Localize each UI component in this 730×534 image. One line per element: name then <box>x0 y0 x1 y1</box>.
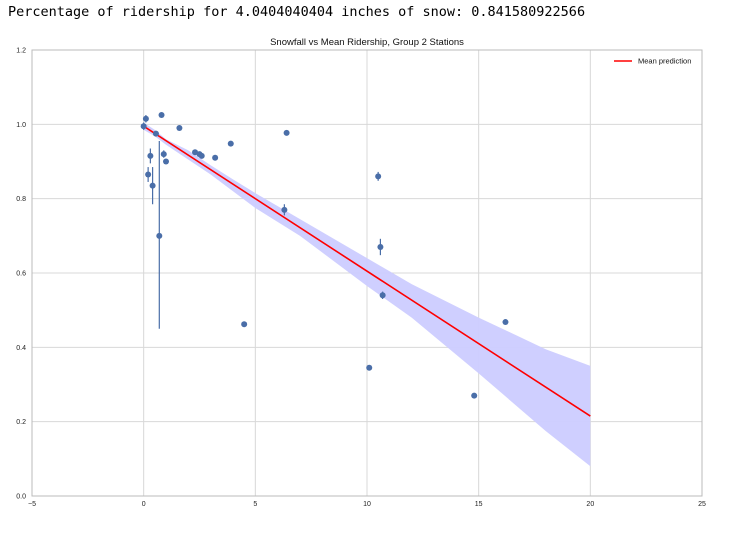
x-tick-label: 25 <box>698 501 706 508</box>
confidence-band-layer <box>143 122 591 467</box>
y-tick-label: 1.0 <box>16 122 26 129</box>
y-tick-label: 0.0 <box>16 494 26 501</box>
data-point <box>227 140 234 147</box>
data-point <box>140 123 147 130</box>
x-tick-label: 5 <box>253 501 257 508</box>
data-point <box>147 152 154 159</box>
confidence-band <box>143 122 591 467</box>
y-tick-label: 1.2 <box>16 48 26 55</box>
data-point <box>145 171 152 178</box>
data-point <box>471 392 478 399</box>
axes: −5 0 5 10 15 20 25 0.0 0.2 0.4 0.6 0.8 1.0 1.2 <box>16 48 706 509</box>
x-tick-label: 20 <box>586 501 594 508</box>
data-point <box>241 321 248 328</box>
data-point <box>176 125 183 132</box>
data-point <box>283 129 290 136</box>
x-tick-label: −5 <box>28 501 36 508</box>
x-tick-label: 10 <box>363 501 371 508</box>
data-point <box>377 243 384 250</box>
data-point <box>149 182 156 189</box>
mean-prediction-line <box>143 125 591 417</box>
y-tick-label: 0.2 <box>16 419 26 426</box>
data-point <box>158 112 165 119</box>
y-tick-label: 0.4 <box>16 345 26 352</box>
plot-frame <box>31 49 703 497</box>
data-point <box>160 151 167 158</box>
data-point <box>142 115 149 122</box>
data-point <box>198 152 205 159</box>
data-point <box>502 319 509 326</box>
data-point <box>212 154 219 161</box>
x-tick-label: 0 <box>142 501 146 508</box>
data-point <box>375 173 382 180</box>
y-tick-label: 0.8 <box>16 196 26 203</box>
points-layer <box>140 112 509 399</box>
data-point <box>379 292 386 299</box>
chart-title: Snowfall vs Mean Ridership, Group 2 Stat… <box>270 37 464 48</box>
x-tick-label: 15 <box>475 501 483 508</box>
y-tick-label: 0.6 <box>16 271 26 278</box>
data-point <box>156 232 163 239</box>
data-point <box>366 364 373 371</box>
legend-label: Mean prediction <box>638 57 691 66</box>
output-text: Percentage of ridership for 4.0404040404… <box>8 4 586 20</box>
data-point <box>152 130 159 137</box>
data-point <box>163 158 169 165</box>
data-point <box>281 206 288 213</box>
legend: Mean prediction <box>614 57 691 66</box>
series-layer <box>143 125 591 417</box>
